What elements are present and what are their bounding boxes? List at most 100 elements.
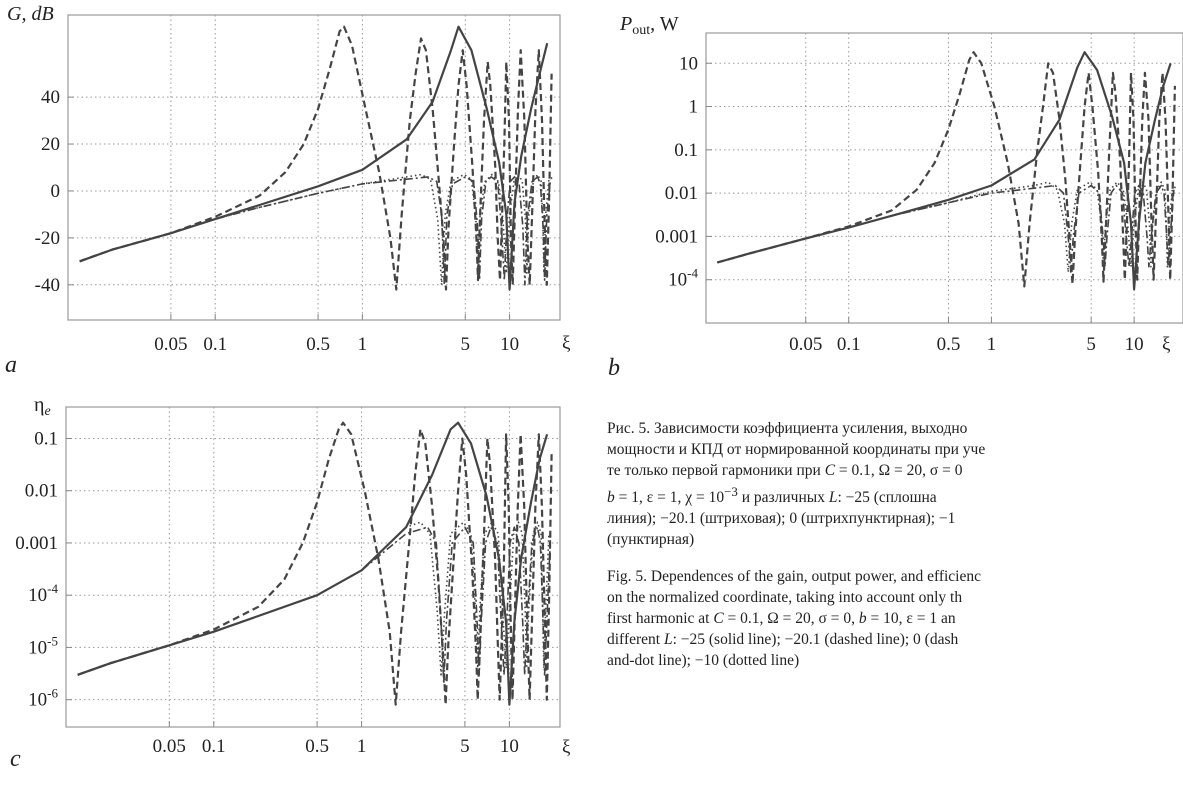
plot-frame-b xyxy=(705,32,1183,324)
x-tick-label: 1 xyxy=(987,334,997,355)
x-tick-label: 0.05 xyxy=(789,334,822,355)
grid-a xyxy=(68,15,560,320)
series-line-dotted xyxy=(79,173,555,286)
y-ticks-b: 10-4 0.001 0.01 0.1 1 10 xyxy=(655,53,712,291)
y-axis-label-c-main: η xyxy=(34,394,44,416)
caption-english: Fig. 5. Dependences of the gain, output … xyxy=(607,566,1183,671)
caption-ru-text: те только первой гармоники при xyxy=(607,462,825,479)
x-tick-label: 5 xyxy=(461,334,471,355)
y-axis-label-b: Pout, W xyxy=(619,13,679,38)
y-tick-label: 0.01 xyxy=(665,183,698,204)
series-lines-b xyxy=(717,51,1178,291)
y-tick-label: 0.1 xyxy=(34,428,58,449)
y-axis-label-a: G, dB xyxy=(7,3,54,25)
x-tick-label: 0.05 xyxy=(154,334,187,355)
caption-superscript: −3 xyxy=(724,484,738,499)
caption-ru-text: и различных xyxy=(737,489,829,507)
caption-symbol: C xyxy=(824,462,836,479)
x-tick-label: 0.05 xyxy=(153,736,186,757)
x-tick-label: 0.1 xyxy=(202,736,226,757)
y-ticks-a: -40 -20 0 20 40 xyxy=(35,87,74,296)
series-line-dotted xyxy=(77,521,554,676)
caption-en-line-3: first harmonic at C = 0.1, Ω = 20, σ = 0… xyxy=(607,610,956,627)
series-line-dashdot xyxy=(717,184,1175,273)
y-axis-label-b-main: P xyxy=(619,13,632,35)
caption-en-line-2: on the normalized coordinate, taking int… xyxy=(607,589,963,607)
y-axis-label-c: ηe xyxy=(34,394,51,419)
series-line-dashdot xyxy=(79,176,552,286)
series-line-dotted xyxy=(717,181,1178,273)
x-tick-label: 10 xyxy=(1125,334,1144,355)
series-lines-a xyxy=(79,25,555,291)
y-tick-label: -40 xyxy=(35,275,60,296)
x-tick-label: 1 xyxy=(358,334,368,355)
y-axis-label-b-sub: out xyxy=(632,23,650,38)
x-tick-label: 0.1 xyxy=(837,334,861,355)
series-line-solid xyxy=(717,51,1172,291)
caption-en-text: : −25 (solid line); −20.1 (dashed line);… xyxy=(672,631,959,649)
caption-symbol: L xyxy=(663,631,673,649)
caption-en-line-4: different L: −25 (solid line); −20.1 (da… xyxy=(607,631,958,648)
x-tick-label: 0.1 xyxy=(203,334,227,355)
x-tick-label: 5 xyxy=(1086,334,1096,355)
y-tick-label: -20 xyxy=(35,228,60,249)
x-ticks-c: 0.05 0.1 0.5 1 5 10 xyxy=(153,721,519,757)
caption-ru-text: = 0.1, Ω = 20, σ = 0 xyxy=(835,462,963,479)
y-tick-label: 10 xyxy=(679,53,698,74)
y-tick-label: 0 xyxy=(51,181,61,202)
figure-caption: Рис. 5. Зависимости коэффициента усилени… xyxy=(607,418,1183,798)
caption-ru-line-2: мощности и КПД от нормированной координа… xyxy=(607,441,986,458)
series-line-solid xyxy=(77,421,549,706)
grid-c xyxy=(66,407,560,727)
y-tick-label: 10-6 xyxy=(28,686,58,711)
caption-en-text: first harmonic at xyxy=(607,610,714,628)
x-axis-label-a: ξ xyxy=(562,333,571,354)
panel-label-c: c xyxy=(10,746,21,767)
caption-en-text: = 10, ε = 1 an xyxy=(866,610,956,628)
series-line-dashed xyxy=(79,25,553,291)
caption-russian: Рис. 5. Зависимости коэффициента усилени… xyxy=(607,418,1183,550)
caption-ru-line-6: (пунктирная) xyxy=(607,531,695,549)
x-tick-label: 0.5 xyxy=(305,736,329,757)
x-axis-label-c: ξ xyxy=(562,737,571,758)
plot-frame-c xyxy=(65,406,561,728)
x-ticks-a: 0.05 0.1 0.5 1 5 10 xyxy=(154,314,519,355)
x-tick-label: 10 xyxy=(500,736,519,757)
y-ticks-c: 10-6 10-5 10-4 0.001 0.01 0.1 xyxy=(15,428,72,711)
panel-label-b: b xyxy=(608,355,620,381)
y-tick-label: 0.01 xyxy=(25,481,58,502)
y-axis-label-b-unit: , W xyxy=(650,13,679,35)
series-line-dashed xyxy=(77,421,553,706)
caption-ru-line-3: те только первой гармоники при C = 0.1, … xyxy=(607,462,963,479)
y-tick-label: 20 xyxy=(41,134,60,155)
y-tick-label: 0.001 xyxy=(15,533,58,554)
caption-en-text: = 0.1, Ω = 20, σ = 0, xyxy=(723,610,859,628)
caption-symbol: L xyxy=(828,489,838,507)
grid-b xyxy=(706,33,1183,323)
caption-ru-text: : −25 (сплошна xyxy=(837,489,937,507)
y-tick-label: 1 xyxy=(689,97,699,118)
x-ticks-b: 0.05 0.1 0.5 1 5 10 xyxy=(789,317,1144,355)
caption-symbol: C xyxy=(713,610,724,628)
y-tick-label: 0.1 xyxy=(674,140,698,161)
caption-ru-line-1: Рис. 5. Зависимости коэффициента усилени… xyxy=(607,420,968,437)
y-tick-label: 10-4 xyxy=(28,581,58,606)
caption-en-line-5: and-dot line); −10 (dotted line) xyxy=(607,652,800,670)
x-axis-label-b: ξ xyxy=(1162,334,1171,355)
x-tick-label: 10 xyxy=(500,334,519,355)
caption-ru-line-4: b = 1, ε = 1, χ = 10−3 и различных L: −2… xyxy=(607,484,937,507)
y-tick-label: 10-5 xyxy=(28,633,58,658)
y-tick-label: 40 xyxy=(41,87,60,108)
caption-ru-text: = 1, ε = 1, χ = 10 xyxy=(614,489,725,507)
panel-label-a: a xyxy=(5,352,17,378)
x-tick-label: 0.5 xyxy=(937,334,961,355)
y-axis-label-c-sub: e xyxy=(44,404,50,419)
x-tick-label: 0.5 xyxy=(306,334,330,355)
series-line-dashed xyxy=(717,51,1176,288)
y-tick-label: 10-4 xyxy=(668,266,698,291)
series-line-dashdot xyxy=(77,526,552,685)
caption-symbol: b xyxy=(607,489,615,507)
x-tick-label: 1 xyxy=(357,736,367,757)
series-line-solid xyxy=(79,25,549,291)
caption-en-line-1: Fig. 5. Dependences of the gain, output … xyxy=(607,568,981,586)
